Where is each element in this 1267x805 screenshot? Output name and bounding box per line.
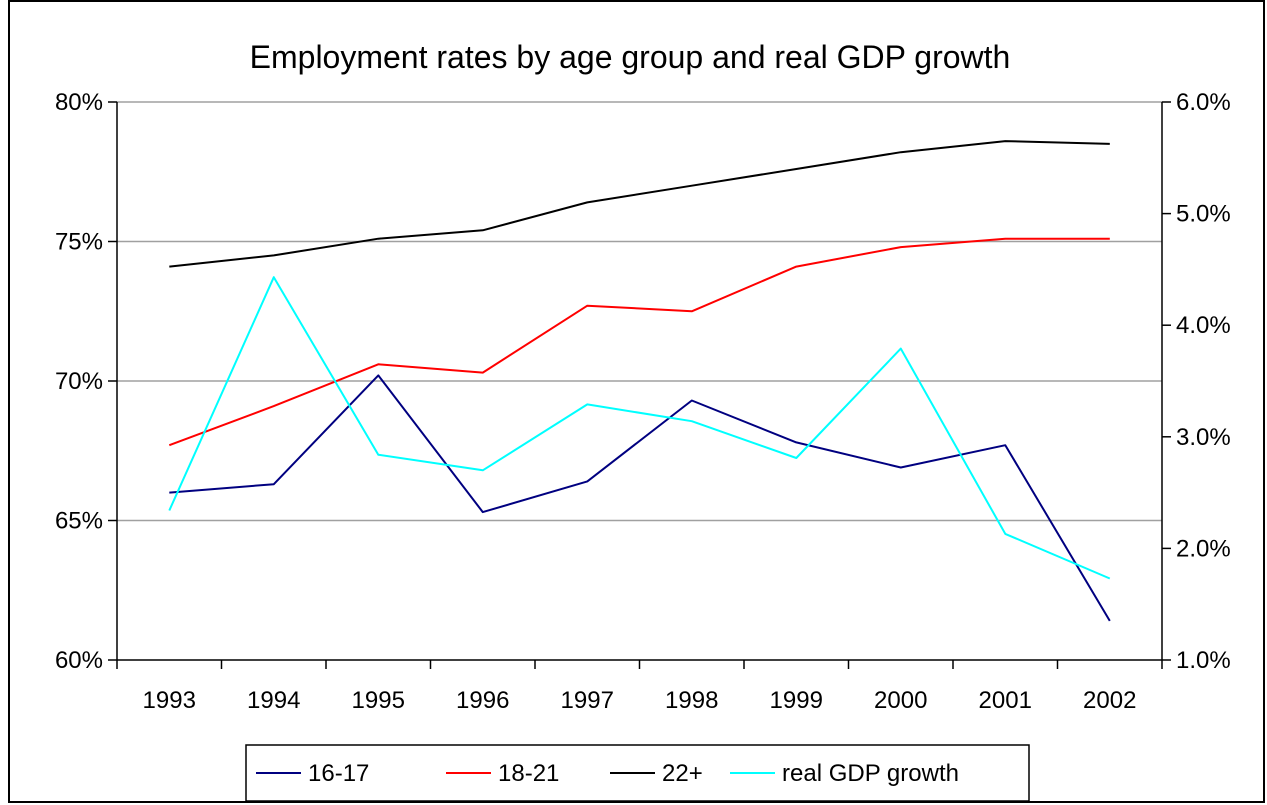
- legend: 16-17 18-21 22+ real GDP growth: [245, 744, 1030, 801]
- x-tick-label: 2000: [874, 687, 927, 714]
- y-tick-label-right: 5.0%: [1176, 201, 1231, 228]
- y-tick-label-right: 3.0%: [1176, 424, 1231, 451]
- y-tick-label-left: 80%: [55, 89, 103, 116]
- chart-frame: Employment rates by age group and real G…: [8, 0, 1265, 803]
- legend-label: 16-17: [308, 760, 369, 787]
- legend-label: 18-21: [498, 760, 559, 787]
- x-tick-label: 1997: [561, 687, 614, 714]
- x-tick-label: 1996: [456, 687, 509, 714]
- y-tick-label-left: 70%: [55, 368, 103, 395]
- x-tick-label: 1999: [770, 687, 823, 714]
- axes: 60% 65% 70% 75% 80% 1.0% 2.0% 3.0% 4.0% 5.0% 6.0% 1…: [55, 89, 1231, 714]
- series-line-real-gdp-growth: [168, 276, 1111, 580]
- series-lines: [168, 140, 1111, 622]
- x-tick-label: 1998: [665, 687, 718, 714]
- y-tick-label-right: 1.0%: [1176, 647, 1231, 674]
- y-tick-label-left: 75%: [55, 229, 103, 256]
- series-line-18-21: [168, 237, 1110, 447]
- y-tick-label-right: 6.0%: [1176, 89, 1231, 116]
- series-line-22-: [169, 140, 1110, 268]
- x-tick-label: 1995: [352, 687, 405, 714]
- x-tick-label: 2001: [979, 687, 1032, 714]
- x-tick-label: 2002: [1083, 687, 1136, 714]
- y-tick-label-right: 4.0%: [1176, 312, 1231, 339]
- y-tick-label-left: 65%: [55, 508, 103, 535]
- x-tick-label: 1994: [247, 687, 300, 714]
- legend-item: real GDP growth: [730, 760, 959, 787]
- legend-label: 22+: [662, 760, 703, 787]
- chart-svg: Employment rates by age group and real G…: [55, 39, 1231, 801]
- legend-item: 22+: [610, 760, 703, 787]
- legend-item: 18-21: [446, 760, 559, 787]
- y-tick-label-right: 2.0%: [1176, 535, 1231, 562]
- x-tick-label: 1993: [143, 687, 196, 714]
- series-line-16-17: [169, 374, 1111, 622]
- legend-item: 16-17: [256, 760, 369, 787]
- grid-lines: [117, 101, 1162, 522]
- legend-label: real GDP growth: [782, 760, 959, 787]
- chart-title: Employment rates by age group and real G…: [250, 39, 1011, 75]
- y-tick-label-left: 60%: [55, 647, 103, 674]
